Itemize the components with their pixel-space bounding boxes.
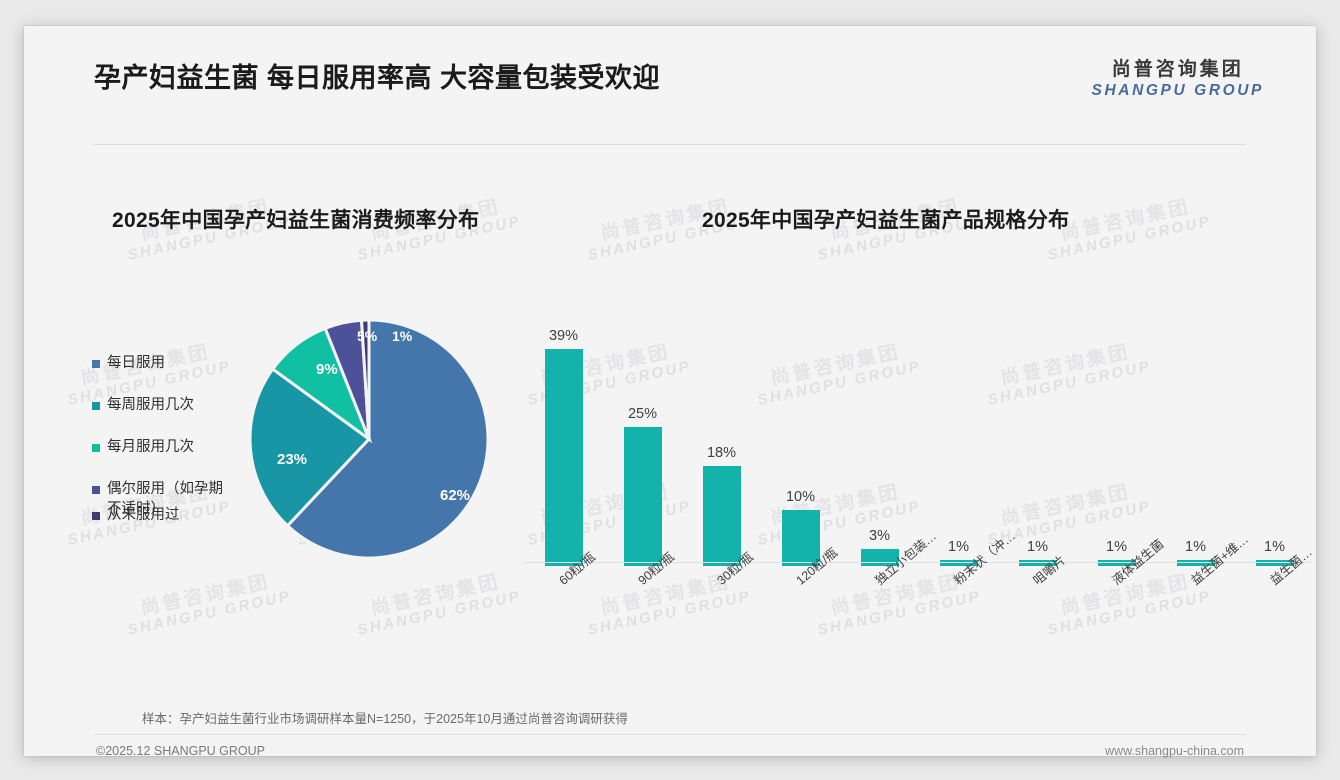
bar-value-label: 1% <box>1027 539 1048 555</box>
pie-slice-label: 1% <box>392 328 413 344</box>
bar-value-label: 18% <box>706 445 737 461</box>
legend-label: 从未服用过 <box>107 507 180 523</box>
bar[interactable] <box>1018 560 1057 566</box>
bar-axis-line <box>524 562 1312 563</box>
footer-divider <box>94 734 1246 735</box>
bar-column[interactable]: 1% <box>1235 290 1314 566</box>
legend-label: 偶尔服用（如孕期不适时） <box>107 481 223 517</box>
legend-label: 每周服用几次 <box>107 397 194 413</box>
bar[interactable] <box>702 466 741 566</box>
pie-slices <box>248 318 490 560</box>
pie-legend-item[interactable]: 每月服用几次 <box>92 438 194 458</box>
pie-legend-item[interactable]: 偶尔服用（如孕期不适时） <box>92 480 227 519</box>
pie-chart-title: 2025年中国孕产妇益生菌消费频率分布 <box>112 209 480 232</box>
bar-column[interactable]: 3% <box>840 290 919 566</box>
pie-slice[interactable] <box>359 318 371 440</box>
pie-slice[interactable] <box>248 366 372 528</box>
bar-column[interactable]: 1% <box>1077 290 1156 566</box>
legend-color-swatch <box>92 360 100 368</box>
bar-value-label: 39% <box>548 328 579 345</box>
pie-chart: 每日服用每周服用几次 每月服用几次偶尔服用（如孕期不适时） 从未服用过 62% 23%… <box>84 276 554 606</box>
legend-color-swatch <box>92 486 100 494</box>
slide-header: 孕产妇益生菌 每日服用率高 大容量包装受欢迎 尚普咨询集团 SHANGPU GR… <box>24 26 1316 118</box>
bar-value-label: 1% <box>1264 539 1285 555</box>
bar-chart: 39% 25% 18% 10% 3% 1% 1% 1% 1% 1% 60粒/瓶 90粒/瓶 30粒/瓶… <box>514 276 1314 621</box>
pie-slice[interactable] <box>285 318 490 560</box>
bar-column[interactable]: 25% <box>603 290 682 566</box>
pie-slice-label: 62% <box>440 487 471 504</box>
legend-color-swatch <box>92 402 100 410</box>
legend-label: 每日服用 <box>107 355 165 371</box>
slide-canvas: 尚普咨询集团 SHANGPU GROUP 尚普咨询集团 SHANGPU GROUP 尚普… <box>24 26 1316 758</box>
pie-slice-label: 9% <box>316 361 338 378</box>
bar-column[interactable]: 1% <box>1156 290 1235 566</box>
bar[interactable] <box>939 560 978 566</box>
bar[interactable] <box>544 349 583 566</box>
pie-slice-label: 5% <box>357 328 378 344</box>
bar-value-label: 3% <box>869 528 890 545</box>
bar-column[interactable]: 39% <box>524 290 603 566</box>
legend-color-swatch <box>92 512 100 520</box>
pie-slice-label: 23% <box>277 451 308 468</box>
bar[interactable] <box>781 510 820 566</box>
bar-value-label: 10% <box>785 489 816 506</box>
bar-value-label: 1% <box>1185 539 1206 555</box>
copyright-text: ©2025.12 SHANGPU GROUP <box>96 744 265 758</box>
company-logo: 尚普咨询集团 SHANGPU GROUP <box>1092 54 1264 100</box>
logo-text-en: SHANGPU GROUP <box>1091 82 1264 99</box>
bar[interactable] <box>860 549 899 566</box>
legend-color-swatch <box>92 444 100 452</box>
logo-text-cn: 尚普咨询集团 <box>1111 59 1244 80</box>
bar-chart-title: 2025年中国孕产妇益生菌产品规格分布 <box>702 209 1070 232</box>
page-title: 孕产妇益生菌 每日服用率高 大容量包装受欢迎 <box>94 63 661 93</box>
legend-label: 每月服用几次 <box>107 439 194 455</box>
bar-value-label: 1% <box>948 539 969 555</box>
pie-legend-item[interactable]: 每日服用 <box>92 354 165 374</box>
bar[interactable] <box>623 427 662 566</box>
bar[interactable] <box>1255 560 1294 566</box>
source-note: 样本：孕产妇益生菌行业市场调研样本量N=1250，于2025年10月通过尚普咨询… <box>142 712 628 726</box>
bar-plot-area: 39% 25% 18% 10% 3% 1% 1% 1% 1% 1% <box>524 286 1314 566</box>
pie-legend-item[interactable]: 从未服用过 <box>92 506 180 526</box>
bar-column[interactable]: 1% <box>998 290 1077 566</box>
bar-column[interactable]: 18% <box>682 290 761 566</box>
website-link[interactable]: www.shangpu-china.com <box>1105 744 1244 758</box>
bar[interactable] <box>1097 560 1136 566</box>
header-divider <box>94 144 1246 145</box>
bar-column[interactable]: 10% <box>761 290 840 566</box>
bar-value-label: 1% <box>1106 539 1127 555</box>
bar[interactable] <box>1176 560 1215 566</box>
bar-value-label: 25% <box>627 406 658 423</box>
bar-column[interactable]: 1% <box>919 290 998 566</box>
pie-legend-item[interactable]: 每周服用几次 <box>92 396 194 416</box>
pie-graphic: 62% 23% 9% 5% 1% <box>244 314 494 569</box>
